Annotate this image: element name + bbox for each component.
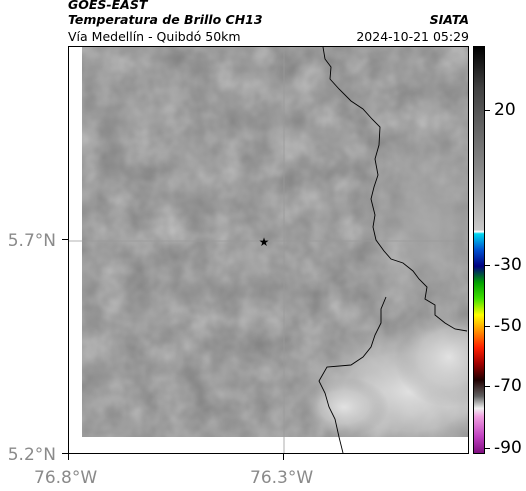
- lat-tick-5.2: [62, 453, 68, 454]
- cbar-tick-minus90: [485, 448, 490, 449]
- lon-tick-76.8: [68, 454, 69, 460]
- lat-tick-5.7: [62, 239, 68, 240]
- datetime-label: 2024-10-21 05:29: [356, 29, 469, 44]
- cbar-tick-minus50: [485, 326, 490, 327]
- colorbar-scale: [474, 47, 484, 453]
- lon-label-76.3: 76.3°W: [250, 468, 314, 488]
- lon-tick-76.3: [283, 454, 284, 460]
- cbar-tick-minus70: [485, 386, 490, 387]
- no-data-strip-bottom: [82, 437, 468, 453]
- cbar-label-minus30: -30: [494, 255, 522, 275]
- region-subtitle: Vía Medellín - Quibdó 50km: [68, 29, 241, 44]
- lat-label-5.7: 5.7°N: [7, 231, 56, 251]
- cloud-field: [82, 47, 468, 453]
- map-svg: ★: [69, 47, 468, 453]
- department-boundary: [322, 47, 468, 332]
- satellite-map[interactable]: ★: [68, 46, 469, 454]
- cbar-label-minus90: -90: [494, 438, 522, 458]
- cbar-tick-20: [485, 110, 490, 111]
- satellite-title: GOES-EAST: [68, 0, 148, 12]
- lon-label-76.8: 76.8°W: [34, 468, 98, 488]
- cbar-label-minus50: -50: [494, 316, 522, 336]
- cbar-label-20: 20: [494, 100, 516, 120]
- source-label: SIATA: [429, 12, 469, 27]
- location-star-icon[interactable]: ★: [259, 235, 270, 249]
- cbar-tick-minus30: [485, 265, 490, 266]
- department-boundary-south: [318, 296, 387, 453]
- product-title: Temperatura de Brillo CH13: [68, 12, 263, 27]
- lat-label-5.2: 5.2°N: [7, 445, 56, 465]
- cbar-label-minus70: -70: [494, 376, 522, 396]
- colorbar: [473, 46, 485, 454]
